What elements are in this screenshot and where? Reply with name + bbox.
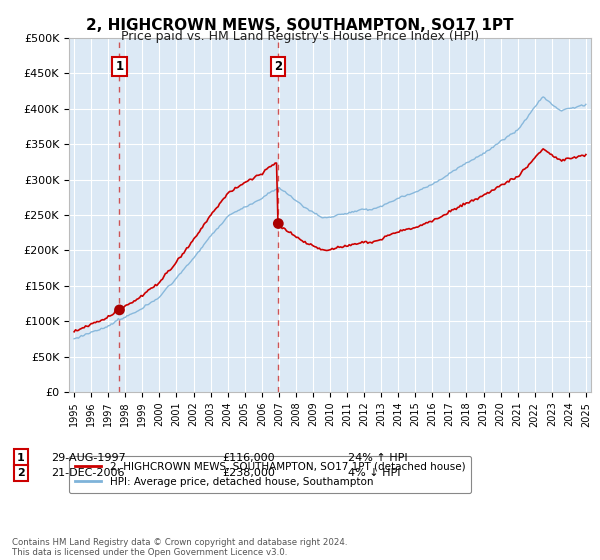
Text: £116,000: £116,000 [222,452,275,463]
Point [115,305,124,314]
Text: 1: 1 [17,452,25,463]
Point [274,219,283,228]
Text: 29-AUG-1997: 29-AUG-1997 [51,452,126,463]
Text: 21-DEC-2006: 21-DEC-2006 [51,468,125,478]
Text: 24% ↑ HPI: 24% ↑ HPI [348,452,407,463]
Text: 2: 2 [274,60,283,73]
Text: £238,000: £238,000 [222,468,275,478]
Text: 2: 2 [17,468,25,478]
Text: 4% ↓ HPI: 4% ↓ HPI [348,468,401,478]
Legend: 2, HIGHCROWN MEWS, SOUTHAMPTON, SO17 1PT (detached house), HPI: Average price, d: 2, HIGHCROWN MEWS, SOUTHAMPTON, SO17 1PT… [69,456,472,493]
Text: 1: 1 [115,60,124,73]
Text: 2, HIGHCROWN MEWS, SOUTHAMPTON, SO17 1PT: 2, HIGHCROWN MEWS, SOUTHAMPTON, SO17 1PT [86,18,514,33]
Text: Price paid vs. HM Land Registry's House Price Index (HPI): Price paid vs. HM Land Registry's House … [121,30,479,43]
Text: Contains HM Land Registry data © Crown copyright and database right 2024.
This d: Contains HM Land Registry data © Crown c… [12,538,347,557]
